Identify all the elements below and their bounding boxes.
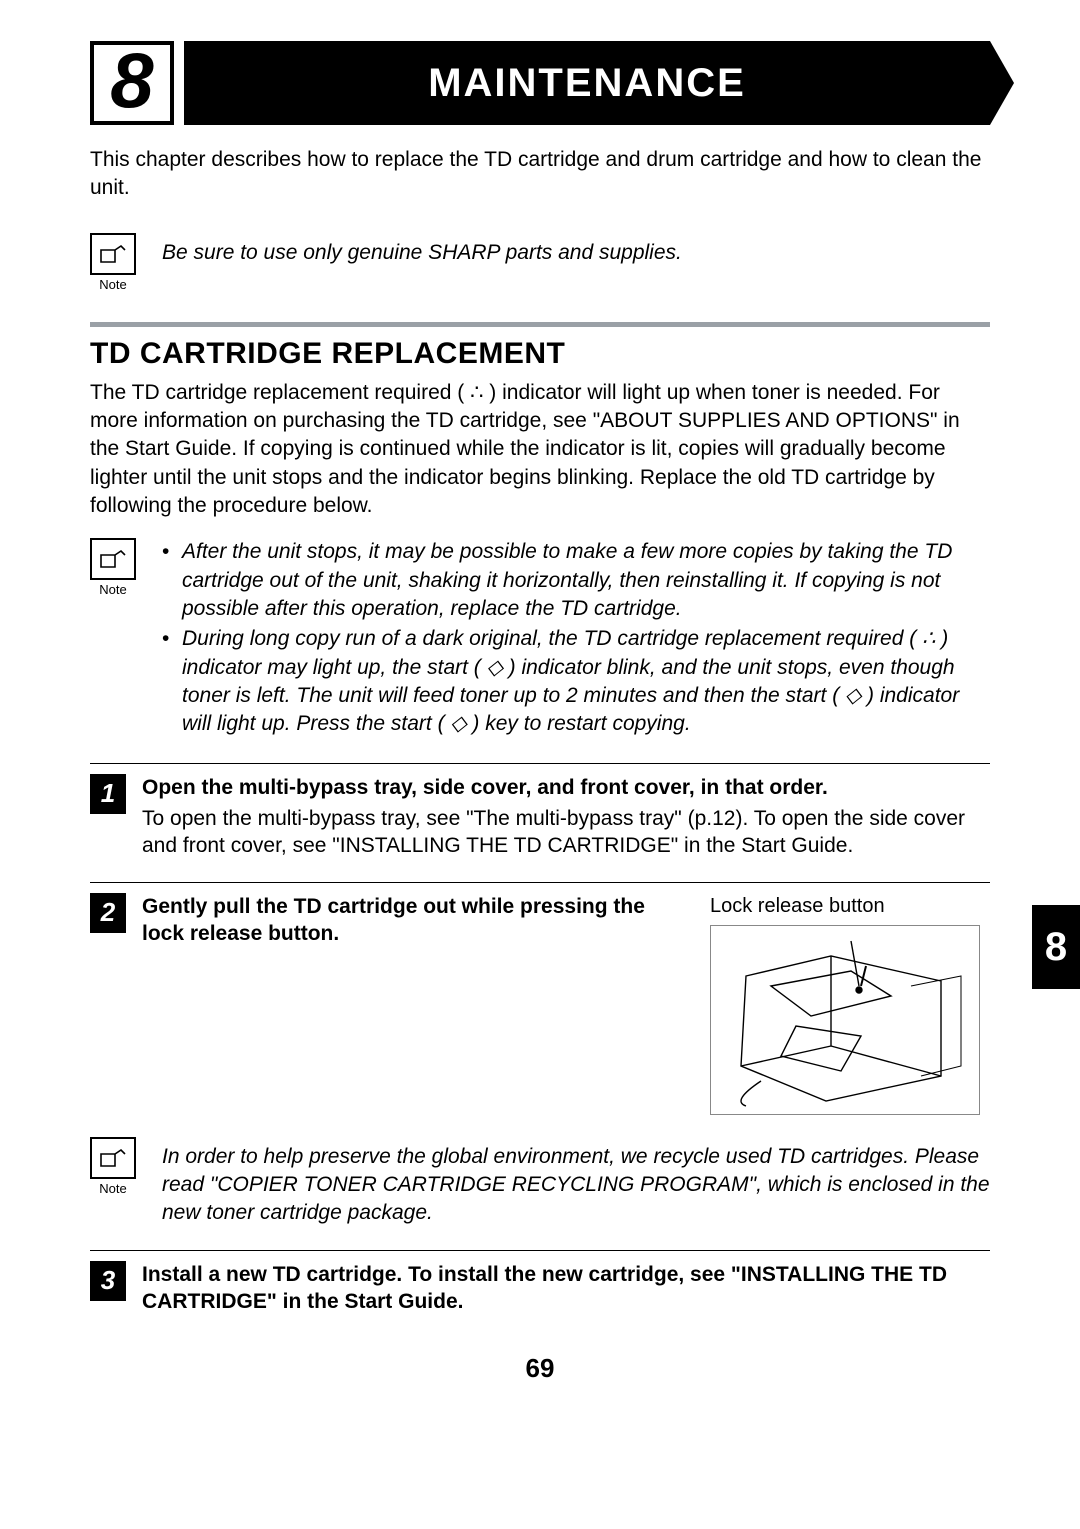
note-icon-box: Note bbox=[90, 538, 136, 597]
step-2: 2 Gently pull the TD cartridge out while… bbox=[90, 882, 990, 1115]
diagram-label: Lock release button bbox=[710, 893, 990, 919]
step-right: Lock release button bbox=[710, 893, 990, 1115]
note-label: Note bbox=[99, 277, 126, 292]
step-1: 1 Open the multi-bypass tray, side cover… bbox=[90, 763, 990, 860]
step-left: Gently pull the TD cartridge out while p… bbox=[142, 893, 686, 1115]
intro-paragraph: This chapter describes how to replace th… bbox=[90, 146, 990, 203]
section-body: The TD cartridge replacement required ( … bbox=[90, 379, 990, 521]
step-text: To open the multi-bypass tray, see "The … bbox=[142, 805, 990, 860]
note-bullet: During long copy run of a dark original,… bbox=[162, 625, 990, 738]
step-title: Gently pull the TD cartridge out while p… bbox=[142, 893, 686, 948]
step-title: Open the multi-bypass tray, side cover, … bbox=[142, 774, 990, 801]
note-text: Be sure to use only genuine SHARP parts … bbox=[162, 233, 682, 267]
note-bullet-list: After the unit stops, it may be possible… bbox=[162, 538, 990, 738]
note-icon-box: Note bbox=[90, 1137, 136, 1196]
step-body: Install a new TD cartridge. To install t… bbox=[142, 1261, 990, 1320]
chapter-side-tab: 8 bbox=[1032, 905, 1080, 989]
note-icon bbox=[90, 538, 136, 580]
page-number: 69 bbox=[90, 1353, 990, 1384]
section-rule bbox=[90, 322, 990, 327]
note-block-2: Note After the unit stops, it may be pos… bbox=[90, 538, 990, 740]
chapter-title-bar: MAINTENANCE bbox=[184, 41, 990, 125]
note-label: Note bbox=[99, 582, 126, 597]
step-body: Open the multi-bypass tray, side cover, … bbox=[142, 774, 990, 860]
step-3: 3 Install a new TD cartridge. To install… bbox=[90, 1250, 990, 1320]
note-icon bbox=[90, 233, 136, 275]
note-label: Note bbox=[99, 1181, 126, 1196]
step-body: Gently pull the TD cartridge out while p… bbox=[142, 893, 990, 1115]
note-text: In order to help preserve the global env… bbox=[162, 1137, 990, 1228]
copier-diagram bbox=[710, 925, 980, 1115]
chapter-number-box: 8 bbox=[90, 41, 174, 125]
chapter-header: 8 MAINTENANCE bbox=[90, 40, 990, 126]
note-content: After the unit stops, it may be possible… bbox=[162, 538, 990, 740]
note-block-3: Note In order to help preserve the globa… bbox=[90, 1137, 990, 1228]
step-title: Install a new TD cartridge. To install t… bbox=[142, 1261, 990, 1316]
step-number: 3 bbox=[90, 1261, 126, 1301]
note-bullet: After the unit stops, it may be possible… bbox=[162, 538, 990, 623]
manual-page: 8 MAINTENANCE This chapter describes how… bbox=[0, 0, 1080, 1414]
note-icon-box: Note bbox=[90, 233, 136, 292]
section-heading: TD CARTRIDGE REPLACEMENT bbox=[90, 337, 990, 371]
note-block-1: Note Be sure to use only genuine SHARP p… bbox=[90, 233, 990, 292]
step-number: 2 bbox=[90, 893, 126, 933]
note-icon bbox=[90, 1137, 136, 1179]
step-number: 1 bbox=[90, 774, 126, 814]
